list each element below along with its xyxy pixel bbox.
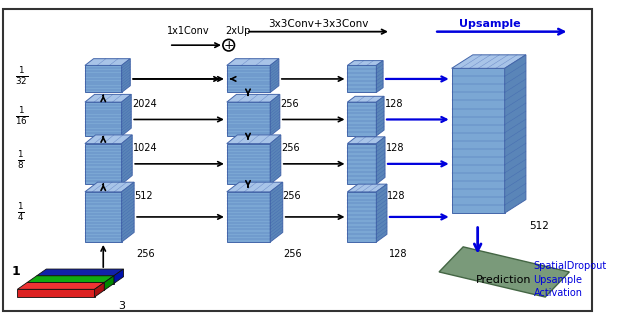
Polygon shape: [95, 283, 104, 297]
Polygon shape: [85, 182, 134, 192]
Text: 128: 128: [385, 99, 404, 109]
Text: 512: 512: [529, 221, 549, 231]
Text: 256: 256: [136, 249, 154, 259]
Polygon shape: [452, 68, 505, 213]
Text: 3: 3: [117, 301, 125, 311]
Polygon shape: [452, 55, 526, 68]
Polygon shape: [27, 276, 114, 283]
Text: $\frac{1}{16}$: $\frac{1}{16}$: [15, 105, 28, 127]
Text: $\frac{1}{32}$: $\frac{1}{32}$: [15, 65, 28, 87]
Polygon shape: [347, 96, 384, 102]
Text: 1x1Conv: 1x1Conv: [167, 26, 210, 36]
Polygon shape: [270, 59, 279, 92]
Polygon shape: [85, 65, 122, 92]
Polygon shape: [36, 269, 124, 276]
Circle shape: [223, 39, 234, 51]
Polygon shape: [347, 137, 385, 144]
Polygon shape: [17, 289, 95, 297]
Polygon shape: [227, 65, 270, 92]
Text: 128: 128: [389, 249, 407, 259]
Polygon shape: [104, 276, 114, 290]
Polygon shape: [347, 102, 376, 136]
Polygon shape: [85, 94, 131, 102]
Text: 256: 256: [281, 143, 300, 153]
Polygon shape: [122, 135, 132, 184]
Polygon shape: [227, 144, 270, 184]
Text: 3x3Conv+3x3Conv: 3x3Conv+3x3Conv: [268, 19, 368, 29]
Polygon shape: [376, 60, 383, 92]
FancyBboxPatch shape: [3, 10, 593, 311]
Text: $\frac{1}{4}$: $\frac{1}{4}$: [17, 201, 25, 223]
Polygon shape: [227, 135, 281, 144]
Polygon shape: [376, 96, 384, 136]
Polygon shape: [85, 192, 122, 242]
Polygon shape: [347, 144, 376, 184]
Text: Upsample: Upsample: [459, 19, 521, 29]
Polygon shape: [439, 247, 569, 297]
Text: 128: 128: [387, 191, 405, 201]
Polygon shape: [227, 182, 282, 192]
Polygon shape: [347, 60, 383, 65]
Text: $\frac{1}{8}$: $\frac{1}{8}$: [17, 149, 25, 171]
Text: Prediction: Prediction: [476, 275, 531, 285]
Polygon shape: [114, 269, 124, 284]
Text: SpatialDropout
Upsample
Activation: SpatialDropout Upsample Activation: [533, 261, 607, 298]
Polygon shape: [85, 144, 122, 184]
Text: 256: 256: [284, 249, 302, 259]
Polygon shape: [347, 184, 387, 192]
Polygon shape: [227, 94, 280, 102]
Polygon shape: [36, 276, 114, 284]
Text: 2024: 2024: [132, 99, 157, 109]
Polygon shape: [85, 135, 132, 144]
Polygon shape: [270, 94, 280, 136]
Text: 1: 1: [12, 265, 21, 278]
Polygon shape: [122, 59, 130, 92]
Text: +: +: [223, 39, 234, 52]
Polygon shape: [347, 65, 376, 92]
Polygon shape: [17, 283, 104, 289]
Polygon shape: [122, 182, 134, 242]
Text: 512: 512: [134, 191, 153, 201]
Text: 128: 128: [386, 143, 405, 153]
Polygon shape: [347, 192, 376, 242]
Text: 1024: 1024: [133, 143, 158, 153]
Text: 256: 256: [282, 191, 300, 201]
Polygon shape: [227, 102, 270, 136]
Polygon shape: [376, 137, 385, 184]
Text: 2xUp: 2xUp: [226, 26, 251, 36]
Polygon shape: [85, 59, 130, 65]
Polygon shape: [85, 102, 122, 136]
Polygon shape: [505, 55, 526, 213]
Polygon shape: [270, 135, 281, 184]
Polygon shape: [376, 184, 387, 242]
Polygon shape: [27, 283, 104, 290]
Polygon shape: [122, 94, 131, 136]
Polygon shape: [227, 192, 270, 242]
Polygon shape: [227, 59, 279, 65]
Text: 256: 256: [280, 99, 298, 109]
Polygon shape: [270, 182, 282, 242]
